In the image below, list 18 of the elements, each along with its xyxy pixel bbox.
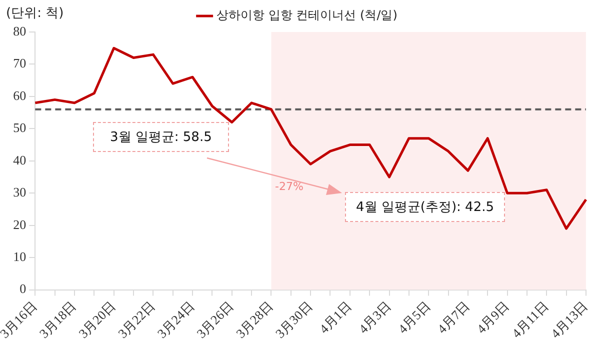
y-tick-label: 70	[13, 56, 26, 71]
y-tick-label: 20	[13, 216, 26, 232]
x-tick-label: 4月7日	[434, 298, 472, 336]
y-axis-title: (단위: 척)	[6, 5, 64, 22]
y-tick-label: 0	[20, 281, 26, 296]
y-tick-label: 50	[13, 120, 26, 136]
y-tick-label: 60	[13, 88, 26, 103]
annotation: 3월 일평균: 58.5	[93, 122, 229, 152]
y-tick-label: 10	[13, 248, 26, 264]
annotation: 4월 일평균(추정): 42.5	[345, 192, 506, 222]
x-tick-label: 4月3日	[356, 298, 394, 336]
legend-label: 상하이항 입항 컨테이너선 (척/일)	[216, 8, 398, 22]
y-tick-label: 40	[13, 152, 26, 168]
x-tick-label: 4月1日	[316, 298, 354, 336]
annotation: -27%	[275, 180, 304, 193]
x-tick-label: 4月5日	[394, 298, 434, 336]
y-tick-label: 30	[13, 184, 26, 200]
y-tick-label: 80	[13, 23, 26, 38]
